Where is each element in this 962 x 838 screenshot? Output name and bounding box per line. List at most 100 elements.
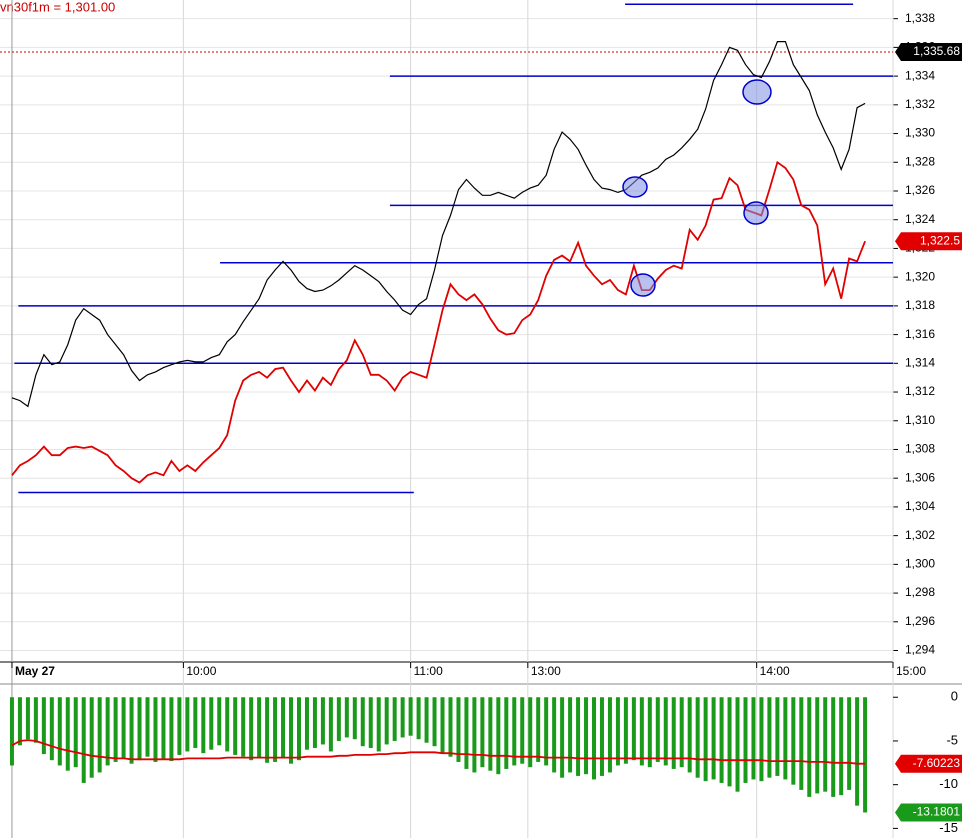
marker-label: 1,322.5 <box>920 233 960 247</box>
bar <box>9 697 14 766</box>
bar <box>472 697 477 773</box>
bar <box>639 697 644 766</box>
x-tick-label: 15:00 <box>896 664 926 678</box>
marker-box <box>895 42 962 61</box>
annotation-circle <box>743 201 769 225</box>
bar <box>400 697 405 738</box>
y-tick-label: 1,328 <box>905 154 935 168</box>
bar <box>368 697 373 748</box>
y-tick-label: 1,312 <box>905 384 935 398</box>
bar <box>552 697 557 773</box>
marker-box <box>895 803 962 822</box>
bar <box>711 697 716 780</box>
bar <box>265 697 270 763</box>
annotations <box>622 79 772 297</box>
bar <box>225 697 230 752</box>
bar <box>799 697 804 790</box>
bar <box>679 697 684 768</box>
x-tick-label: May 27 <box>15 664 55 678</box>
bar <box>663 697 668 766</box>
y-tick-label: 1,326 <box>905 183 935 197</box>
annotation-circle <box>742 79 772 105</box>
marker-box <box>895 232 962 251</box>
bar <box>759 697 764 782</box>
y-tick-label: 1,334 <box>905 68 935 82</box>
bar <box>655 697 660 762</box>
bar <box>735 697 740 792</box>
series-line <box>11 739 866 765</box>
bar <box>488 697 493 771</box>
bar <box>791 697 796 785</box>
series-line <box>11 160 866 484</box>
bar <box>360 697 365 747</box>
bar <box>783 697 788 780</box>
bar <box>775 697 780 776</box>
bar <box>296 697 301 761</box>
bar <box>743 697 748 783</box>
bar <box>536 697 541 762</box>
bar <box>336 697 341 741</box>
bar <box>273 697 278 762</box>
bar <box>512 697 517 766</box>
y-tick-label: 1,300 <box>905 557 935 571</box>
x-tick-label: 14:00 <box>760 664 790 678</box>
bar <box>496 697 501 775</box>
y-tick-label: 1,294 <box>905 643 935 657</box>
marker-box <box>895 754 962 773</box>
bar <box>217 697 222 746</box>
y-tick-label: 0 <box>951 689 958 704</box>
bar <box>201 697 206 754</box>
bar <box>615 697 620 766</box>
marker-label: -7.60223 <box>913 756 961 770</box>
bar <box>504 697 509 769</box>
bar <box>145 697 150 757</box>
series-line <box>11 41 866 408</box>
bar <box>671 697 676 769</box>
bar <box>312 697 317 748</box>
y-tick-label: 1,316 <box>905 327 935 341</box>
chart-title: vn30f1m = 1,301.00 <box>0 0 115 14</box>
bar <box>320 697 325 745</box>
annotation-circle <box>622 176 648 198</box>
y-tick-label: 1,314 <box>905 355 935 369</box>
bar <box>568 697 573 773</box>
bar <box>49 697 54 761</box>
bar <box>831 697 836 797</box>
bar <box>807 697 812 797</box>
bar <box>727 697 732 787</box>
bar <box>576 697 581 776</box>
bar <box>105 697 110 766</box>
y-tick-label: 1,324 <box>905 212 935 226</box>
bar <box>193 697 198 748</box>
bar <box>815 697 820 794</box>
bar <box>17 697 22 746</box>
bar <box>57 697 62 766</box>
bar <box>41 697 46 755</box>
y-tick-label: 1,318 <box>905 298 935 312</box>
bar <box>376 697 381 752</box>
bar <box>456 697 461 762</box>
bar <box>249 697 254 761</box>
bar <box>33 697 38 743</box>
bar <box>847 697 852 790</box>
bar <box>113 697 118 762</box>
bar <box>161 697 166 759</box>
bar <box>464 697 469 769</box>
bar <box>169 697 174 762</box>
bar <box>584 697 589 775</box>
bar <box>592 697 597 780</box>
bar <box>416 697 421 740</box>
bar <box>432 697 437 747</box>
bar <box>719 697 724 783</box>
bar <box>424 697 429 743</box>
bar <box>65 697 70 771</box>
bar <box>352 697 357 740</box>
y-tick-label: 1,308 <box>905 442 935 456</box>
x-tick-label: 10:00 <box>186 664 216 678</box>
bar <box>823 697 828 792</box>
x-tick-label: 11:00 <box>414 664 443 678</box>
bar <box>73 697 78 768</box>
y-tick-label: 1,320 <box>905 269 935 283</box>
bar <box>448 697 453 757</box>
